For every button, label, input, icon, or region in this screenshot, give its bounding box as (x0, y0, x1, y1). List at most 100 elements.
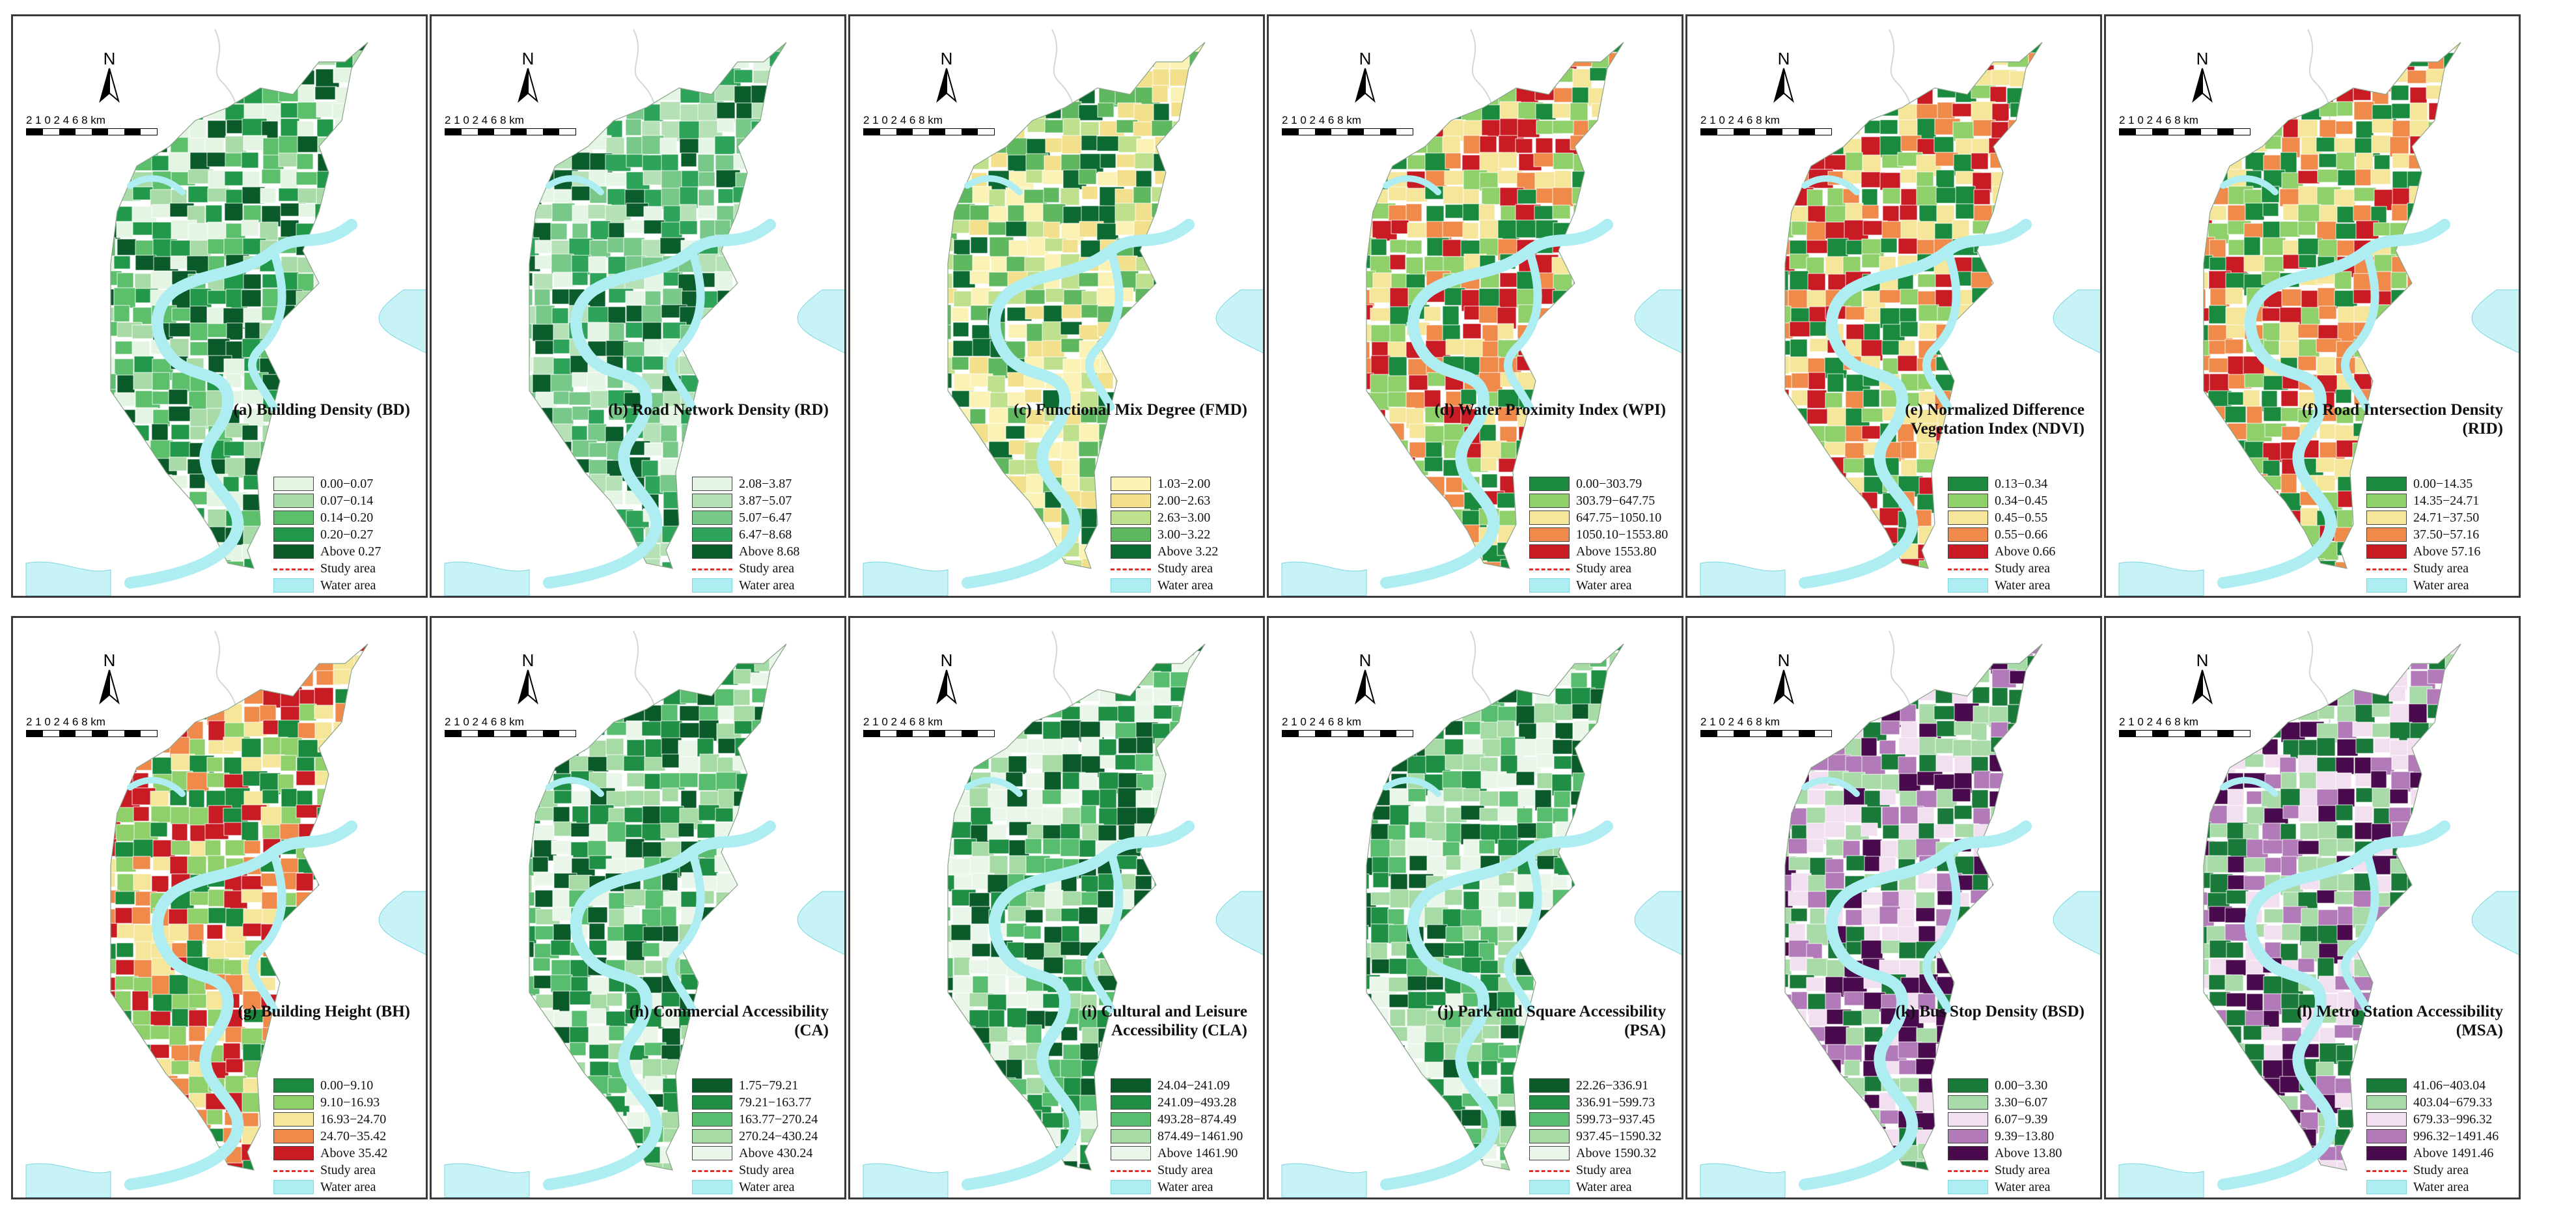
panel-title: (k) Bus Stop Density (BSD) (1895, 1003, 2084, 1020)
map-canvas (25, 29, 426, 596)
legend-item: 9.39−13.80 (1948, 1128, 2098, 1145)
legend: 0.00−303.79 303.79−647.75 647.75−1050.10 10… (1529, 475, 1679, 594)
legend-item: 3.87−5.07 (692, 492, 842, 509)
legend-swatch (1529, 1129, 1570, 1143)
legend-label: 0.00−14.35 (2413, 476, 2473, 491)
legend-label: 679.33−996.32 (2413, 1112, 2493, 1127)
legend-item: 599.73−937.45 (1529, 1111, 1679, 1128)
legend-item: 0.00−3.30 (1948, 1077, 2098, 1094)
legend-item-study-area: Study area (692, 1162, 842, 1179)
legend-swatch (1111, 477, 1151, 491)
legend-item: 996.32−1491.46 (2366, 1128, 2516, 1145)
legend-swatch (692, 527, 732, 542)
legend-item: 22.26−336.91 (1529, 1077, 1679, 1094)
legend-item: 24.71−37.50 (2366, 509, 2516, 526)
legend-item-water-area: Water area (2366, 1179, 2516, 1196)
legend-swatch (1529, 1146, 1570, 1160)
scale-numbers: 2 1 0 2 4 6 8 (26, 716, 88, 728)
study-area-swatch (1948, 1169, 1988, 1172)
legend-swatch (692, 544, 732, 559)
scale-bar: 2 1 0 2 4 6 8 km (1282, 716, 1438, 737)
legend-item: Above 35.42 (273, 1145, 423, 1162)
north-arrow-icon: N (515, 652, 541, 708)
scale-bar: 2 1 0 2 4 6 8 km (2119, 716, 2275, 737)
legend-item: 3.00−3.22 (1111, 526, 1260, 543)
legend-item-study-area: Study area (2366, 560, 2516, 577)
legend-label: Study area (320, 561, 376, 576)
legend-item-study-area: Study area (273, 560, 423, 577)
legend-item-water-area: Water area (273, 577, 423, 594)
scale-numbers: 2 1 0 2 4 6 8 (863, 114, 925, 126)
scale-bar: 2 1 0 2 4 6 8 km (1700, 114, 1857, 135)
legend-item: 16.93−24.70 (273, 1111, 423, 1128)
map-canvas (25, 630, 426, 1197)
legend-item: Above 13.80 (1948, 1145, 2098, 1162)
north-label: N (521, 49, 534, 68)
legend-swatch (1948, 494, 1988, 508)
legend-item-study-area: Study area (1529, 560, 1679, 577)
legend: 1.75−79.21 79.21−163.77 163.77−270.24 270.2… (692, 1077, 842, 1196)
scale-bar-graphic (445, 730, 576, 737)
legend-swatch (2366, 1095, 2407, 1110)
legend-label: 6.07−9.39 (1995, 1112, 2048, 1127)
north-label: N (103, 651, 116, 670)
north-label: N (2196, 49, 2209, 68)
study-area-swatch (1111, 1169, 1151, 1172)
legend-item: 0.34−0.45 (1948, 492, 2098, 509)
legend-swatch (273, 1146, 314, 1160)
legend-swatch (1948, 1095, 1988, 1110)
legend-swatch (692, 1129, 732, 1143)
legend-item: Above 430.24 (692, 1145, 842, 1162)
north-arrow-glyph (2192, 68, 2213, 103)
scale-bar-graphic (1282, 730, 1413, 737)
legend: 0.00−0.07 0.07−0.14 0.14−0.20 0.20−0.27 Abov… (273, 475, 423, 594)
legend-swatch (1111, 527, 1151, 542)
north-label: N (1777, 49, 1790, 68)
legend-label: 6.47−8.68 (739, 527, 792, 542)
legend-label: 3.87−5.07 (739, 493, 792, 508)
legend-label: 5.07−6.47 (739, 510, 792, 525)
legend-label: 0.00−303.79 (1576, 476, 1642, 491)
north-arrow-icon: N (1352, 50, 1378, 107)
legend-item-study-area: Study area (1111, 560, 1260, 577)
legend-swatch (1529, 477, 1570, 491)
legend-label: Above 3.22 (1157, 544, 1219, 559)
legend-label: Study area (739, 561, 794, 576)
legend-item: Above 3.22 (1111, 543, 1260, 560)
legend-swatch (2366, 511, 2407, 525)
legend-swatch (1529, 1095, 1570, 1110)
scale-bar: 2 1 0 2 4 6 8 km (863, 114, 1019, 135)
north-arrow-glyph (936, 68, 957, 103)
legend-label: Study area (1995, 1162, 2050, 1177)
scale-unit: km (1346, 716, 1361, 728)
legend-item: Above 57.16 (2366, 543, 2516, 560)
legend-item-study-area: Study area (692, 560, 842, 577)
legend-swatch (1111, 1129, 1151, 1143)
scale-bar: 2 1 0 2 4 6 8 km (445, 114, 601, 135)
map-panel: N 2 1 0 2 4 6 8 km (a) Building Density (B… (11, 14, 428, 598)
water-area-swatch (2366, 578, 2407, 593)
scale-bar-graphic (1282, 128, 1413, 135)
map-panel: N 2 1 0 2 4 6 8 km (d) Water Proximity Ind… (1267, 14, 1683, 598)
study-area-swatch (273, 568, 314, 570)
scale-unit: km (2183, 716, 2198, 728)
legend-swatch (273, 1129, 314, 1143)
legend-label: Water area (739, 578, 795, 593)
legend-label: 14.35−24.71 (2413, 493, 2480, 508)
legend-swatch (1111, 1146, 1151, 1160)
legend-swatch (2366, 527, 2407, 542)
scale-numbers: 2 1 0 2 4 6 8 (445, 114, 506, 126)
legend-swatch (1948, 1146, 1988, 1160)
legend-item-study-area: Study area (1948, 1162, 2098, 1179)
legend-item: Above 0.66 (1948, 543, 2098, 560)
scale-bar: 2 1 0 2 4 6 8 km (1282, 114, 1438, 135)
water-area-swatch (273, 1180, 314, 1194)
legend-label: Above 1491.46 (2413, 1145, 2494, 1160)
panel-title: (j) Park and Square Accessibility (PSA) (1437, 1003, 1666, 1039)
legend-label: 41.06−403.04 (2413, 1078, 2486, 1093)
legend-item: 5.07−6.47 (692, 509, 842, 526)
map-canvas (1700, 630, 2100, 1197)
legend-label: 599.73−937.45 (1576, 1112, 1655, 1127)
scale-bar-graphic (1700, 730, 1832, 737)
scale-bar: 2 1 0 2 4 6 8 km (1700, 716, 1857, 737)
